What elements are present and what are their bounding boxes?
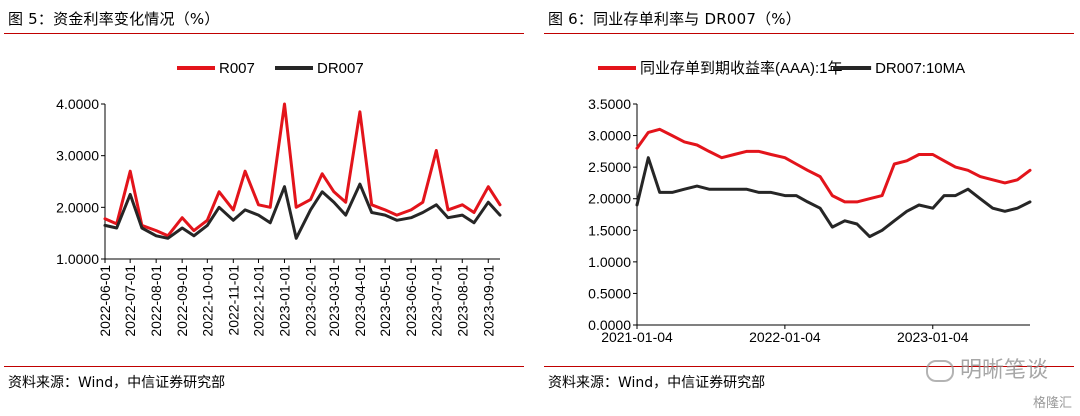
x-tick-label: 2023-01-01 <box>276 265 292 337</box>
y-tick-label: 3.5000 <box>588 96 631 112</box>
x-tick-label: 2023-07-01 <box>428 265 444 337</box>
legend-label: DR007:10MA <box>875 60 965 77</box>
x-tick-label: 2021-01-04 <box>601 329 673 345</box>
x-tick-label: 2022-08-01 <box>148 265 164 337</box>
chart-title: 图 5：资金利率变化情况（%） <box>8 10 220 28</box>
y-tick-label: 0.5000 <box>588 285 631 301</box>
x-tick-label: 2022-11-01 <box>225 265 241 336</box>
series-line-1 <box>635 156 1032 239</box>
source-note: 资料来源：Wind，中信证券研究部 <box>8 375 226 391</box>
y-tick-label: 4.0000 <box>56 96 99 112</box>
legend-label: DR007 <box>317 60 364 77</box>
x-tick-label: 2023-01-04 <box>897 329 969 345</box>
right-chart-panel: 图 6：同业存单利率与 DR007（%） 0.0000 0.5000 1.0000 1… <box>540 0 1080 416</box>
x-tick-label: 2023-06-01 <box>403 265 419 337</box>
x-tick-label: 2022-06-01 <box>97 265 113 337</box>
y-tick-label: 2.5000 <box>588 159 631 175</box>
x-tick-label: 2022-07-01 <box>122 265 138 337</box>
x-tick-label: 2022-10-01 <box>199 265 215 337</box>
wechat-icon <box>925 360 954 382</box>
y-tick-label: 3.0000 <box>588 128 631 144</box>
legend-label: 同业存单到期收益率(AAA):1年 <box>640 60 843 77</box>
x-tick-label: 2022-12-01 <box>250 265 266 337</box>
legend-label: R007 <box>219 60 255 77</box>
x-tick-label: 2023-09-01 <box>480 265 496 337</box>
watermark: 明晰笔谈 <box>925 352 1048 384</box>
left-chart-panel: 图 5：资金利率变化情况（%） 1.0000 2.0000 3.0000 4.0000… <box>0 0 530 416</box>
brand-mark: 格隆汇 <box>1032 396 1072 411</box>
series-line-0 <box>635 127 1032 204</box>
source-divider <box>4 366 524 367</box>
chart-title: 图 6：同业存单利率与 DR007（%） <box>548 10 801 28</box>
y-tick-label: 1.0000 <box>588 254 631 270</box>
series-line-1 <box>103 182 502 240</box>
source-note: 资料来源：Wind，中信证券研究部 <box>548 375 766 391</box>
y-tick-label: 0.0000 <box>588 317 631 333</box>
left-chart-svg: 1.0000 2.0000 3.0000 4.0000 2022-06-01 2022-0… <box>56 60 502 337</box>
x-tick-label: 2022-01-04 <box>749 329 821 345</box>
series-line-0 <box>103 102 502 238</box>
title-divider <box>4 33 524 34</box>
right-chart-svg: 0.0000 0.5000 1.0000 1.5000 2.0000 2.5000 3.00… <box>588 60 1032 345</box>
y-tick-label: 3.0000 <box>56 148 99 164</box>
x-tick-label: 2023-03-01 <box>326 265 342 337</box>
y-tick-label: 2.0000 <box>56 199 99 215</box>
watermark-text: 明晰笔谈 <box>959 358 1048 383</box>
source-divider <box>544 366 1074 367</box>
x-tick-label: 2023-08-01 <box>454 265 470 337</box>
x-tick-label: 2023-04-01 <box>352 265 368 337</box>
y-tick-label: 1.5000 <box>588 222 631 238</box>
title-divider <box>544 33 1074 34</box>
x-tick-label: 2023-02-01 <box>302 265 318 337</box>
y-tick-label: 2.0000 <box>588 191 631 207</box>
x-tick-label: 2022-09-01 <box>174 265 190 337</box>
y-tick-label: 1.0000 <box>56 251 99 267</box>
x-tick-label: 2023-05-01 <box>377 265 393 337</box>
